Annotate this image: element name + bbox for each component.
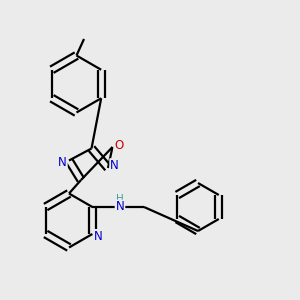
Text: N: N <box>58 155 67 169</box>
Text: N: N <box>110 159 119 172</box>
Text: O: O <box>115 139 124 152</box>
Text: N: N <box>116 200 124 214</box>
Text: H: H <box>116 194 124 205</box>
Text: N: N <box>94 230 103 243</box>
